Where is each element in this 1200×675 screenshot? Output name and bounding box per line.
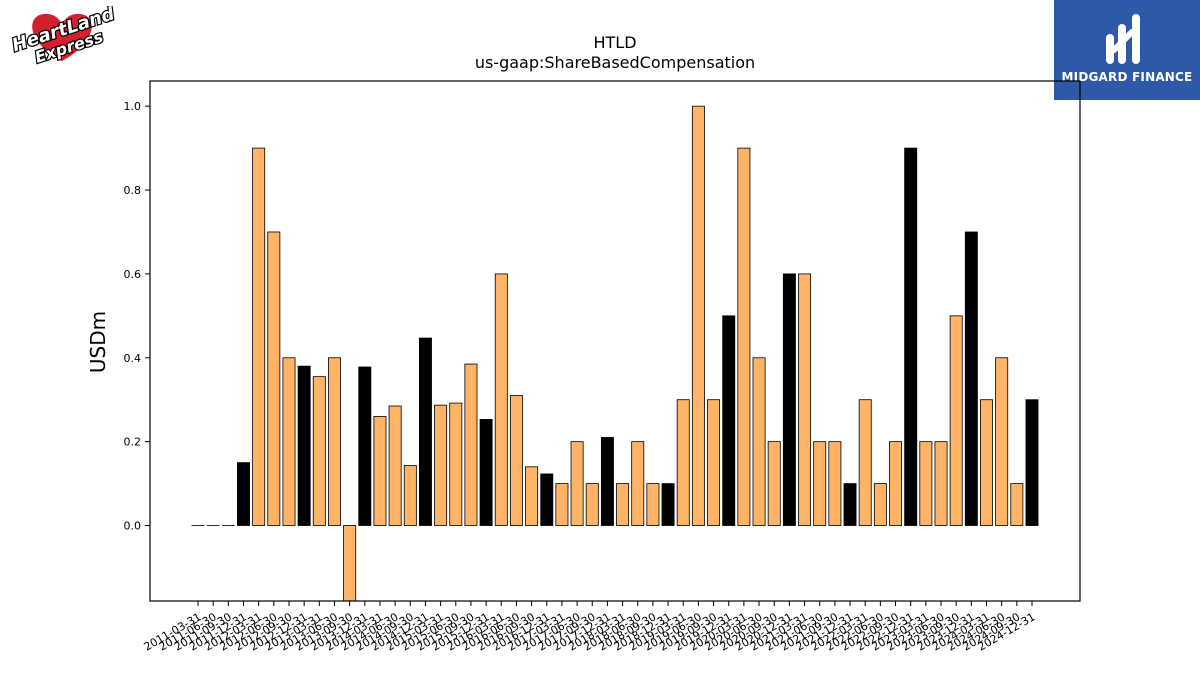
midgard-finance-text: MIDGARD FINANCE [1061,70,1193,84]
bars-group [191,105,1039,602]
y-axis-label: USDm [86,311,110,373]
bar-2018-09-30 [646,483,660,526]
y-tick-label: 1.0 [124,100,142,113]
bar-2012-12-31 [297,365,311,526]
bar-2022-12-31 [904,147,918,526]
y-ticks-group: 0.0 0.2 0.4 0.6 0.8 1.0 [124,100,150,533]
bar-2024-06-30 [995,357,1009,526]
bar-2017-12-31 [600,437,614,526]
bar-2014-06-30 [388,405,402,526]
y-tick-label: 0.2 [124,436,142,449]
y-tick-label: 0.0 [124,520,142,533]
bar-2017-09-30 [585,483,599,526]
bar-2012-09-30 [282,357,296,526]
midgard-mark-icon [1106,14,1140,64]
bar-2022-06-30 [873,483,887,526]
chart-subtitle: us-gaap:ShareBasedCompensation [475,53,755,72]
bar-2016-06-30 [509,395,523,526]
bar-2013-12-31 [358,366,372,526]
bar-2012-06-30 [267,231,281,526]
y-tick-label: 0.6 [124,268,142,281]
bar-2023-03-31 [919,441,933,526]
bar-2019-03-31 [676,399,690,526]
heartland-express-logo: HeartLand Express [4,2,120,68]
bar-2024-09-30 [1010,483,1024,526]
bar-2021-12-31 [843,483,857,526]
bar-2024-03-31 [980,399,993,526]
bar-2018-03-31 [616,483,630,526]
bar-2017-06-30 [570,441,584,526]
bar-2022-03-31 [858,399,872,526]
bar-2022-09-30 [889,441,902,526]
bar-2011-12-31 [237,462,250,526]
bar-2017-03-31 [555,483,569,526]
bar-2018-12-31 [661,483,675,526]
bar-2014-03-31 [373,416,387,526]
bar-2015-06-30 [449,402,463,526]
bar-2023-09-30 [949,315,963,526]
y-tick-label: 0.4 [124,352,142,365]
heartland-logo-graphic: HeartLand Express [8,2,119,68]
bar-2013-09-30 [343,525,357,602]
bar-2019-06-30 [691,105,705,526]
bar-2020-09-30 [767,441,781,526]
bar-2020-03-31 [737,147,751,526]
chart-title: HTLD [593,33,636,52]
bar-2019-12-31 [722,315,736,526]
bar-2016-09-30 [525,466,539,526]
bar-2024-12-31 [1025,399,1039,526]
midgard-finance-logo: MIDGARD FINANCE [1054,0,1200,100]
bar-2013-03-31 [312,376,326,526]
bar-2015-12-31 [479,419,493,526]
bar-2016-03-31 [494,273,508,526]
bar-2019-09-30 [707,399,721,526]
bar-2018-06-30 [631,441,645,526]
bar-2012-03-31 [252,147,266,526]
x-ticks-group: 2011-03-312011-06-302011-09-302011-12-31… [142,601,1038,654]
bar-2014-12-31 [418,337,432,526]
bar-2013-06-30 [328,357,341,526]
bar-2015-09-30 [464,363,478,526]
bar-2016-12-31 [540,473,554,526]
bar-2023-12-31 [964,231,978,526]
bar-2020-06-30 [752,357,766,526]
bar-2021-06-30 [813,441,827,526]
bar-2021-03-31 [798,273,812,526]
bar-2023-06-30 [934,441,948,526]
y-tick-label: 0.8 [124,184,142,197]
bar-2021-09-30 [828,441,842,526]
bar-2014-09-30 [403,465,417,526]
bar-2020-12-31 [782,273,796,526]
bar-2015-03-31 [434,404,448,526]
plot-frame [149,80,1081,602]
